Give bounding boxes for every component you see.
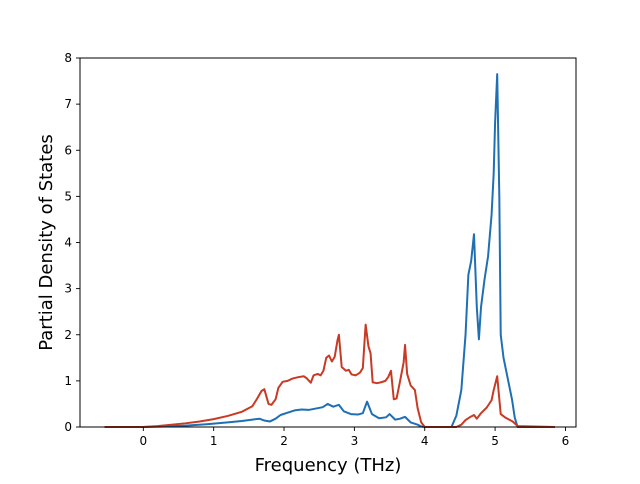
x-tick-label: 5 bbox=[491, 434, 499, 448]
x-tick-label: 2 bbox=[280, 434, 288, 448]
y-tick-label: 7 bbox=[64, 97, 72, 111]
x-tick-label: 3 bbox=[351, 434, 359, 448]
plot-frame bbox=[79, 57, 577, 428]
y-tick-label: 1 bbox=[64, 374, 72, 388]
series-line-2 bbox=[104, 323, 555, 428]
x-tick-label: 1 bbox=[210, 434, 218, 448]
x-tick-label: 6 bbox=[562, 434, 570, 448]
y-tick-label: 8 bbox=[64, 51, 72, 65]
y-tick-label: 6 bbox=[64, 143, 72, 157]
y-tick-label: 2 bbox=[64, 328, 72, 342]
x-axis-label: Frequency (THz) bbox=[255, 455, 402, 476]
y-tick-label: 0 bbox=[64, 420, 72, 434]
series-line-1 bbox=[104, 73, 555, 428]
x-tick-label: 0 bbox=[139, 434, 147, 448]
y-tick-label: 3 bbox=[64, 282, 72, 296]
x-tick-label: 4 bbox=[421, 434, 429, 448]
y-tick-label: 5 bbox=[64, 189, 72, 203]
ticks-layer: 0 1 2 3 4 5 6 0 1 2 3 4 5 6 7 8 bbox=[64, 51, 569, 448]
y-tick-label: 4 bbox=[64, 236, 72, 250]
y-axis-label: Partial Density of States bbox=[36, 134, 57, 351]
series-layer bbox=[104, 73, 555, 428]
